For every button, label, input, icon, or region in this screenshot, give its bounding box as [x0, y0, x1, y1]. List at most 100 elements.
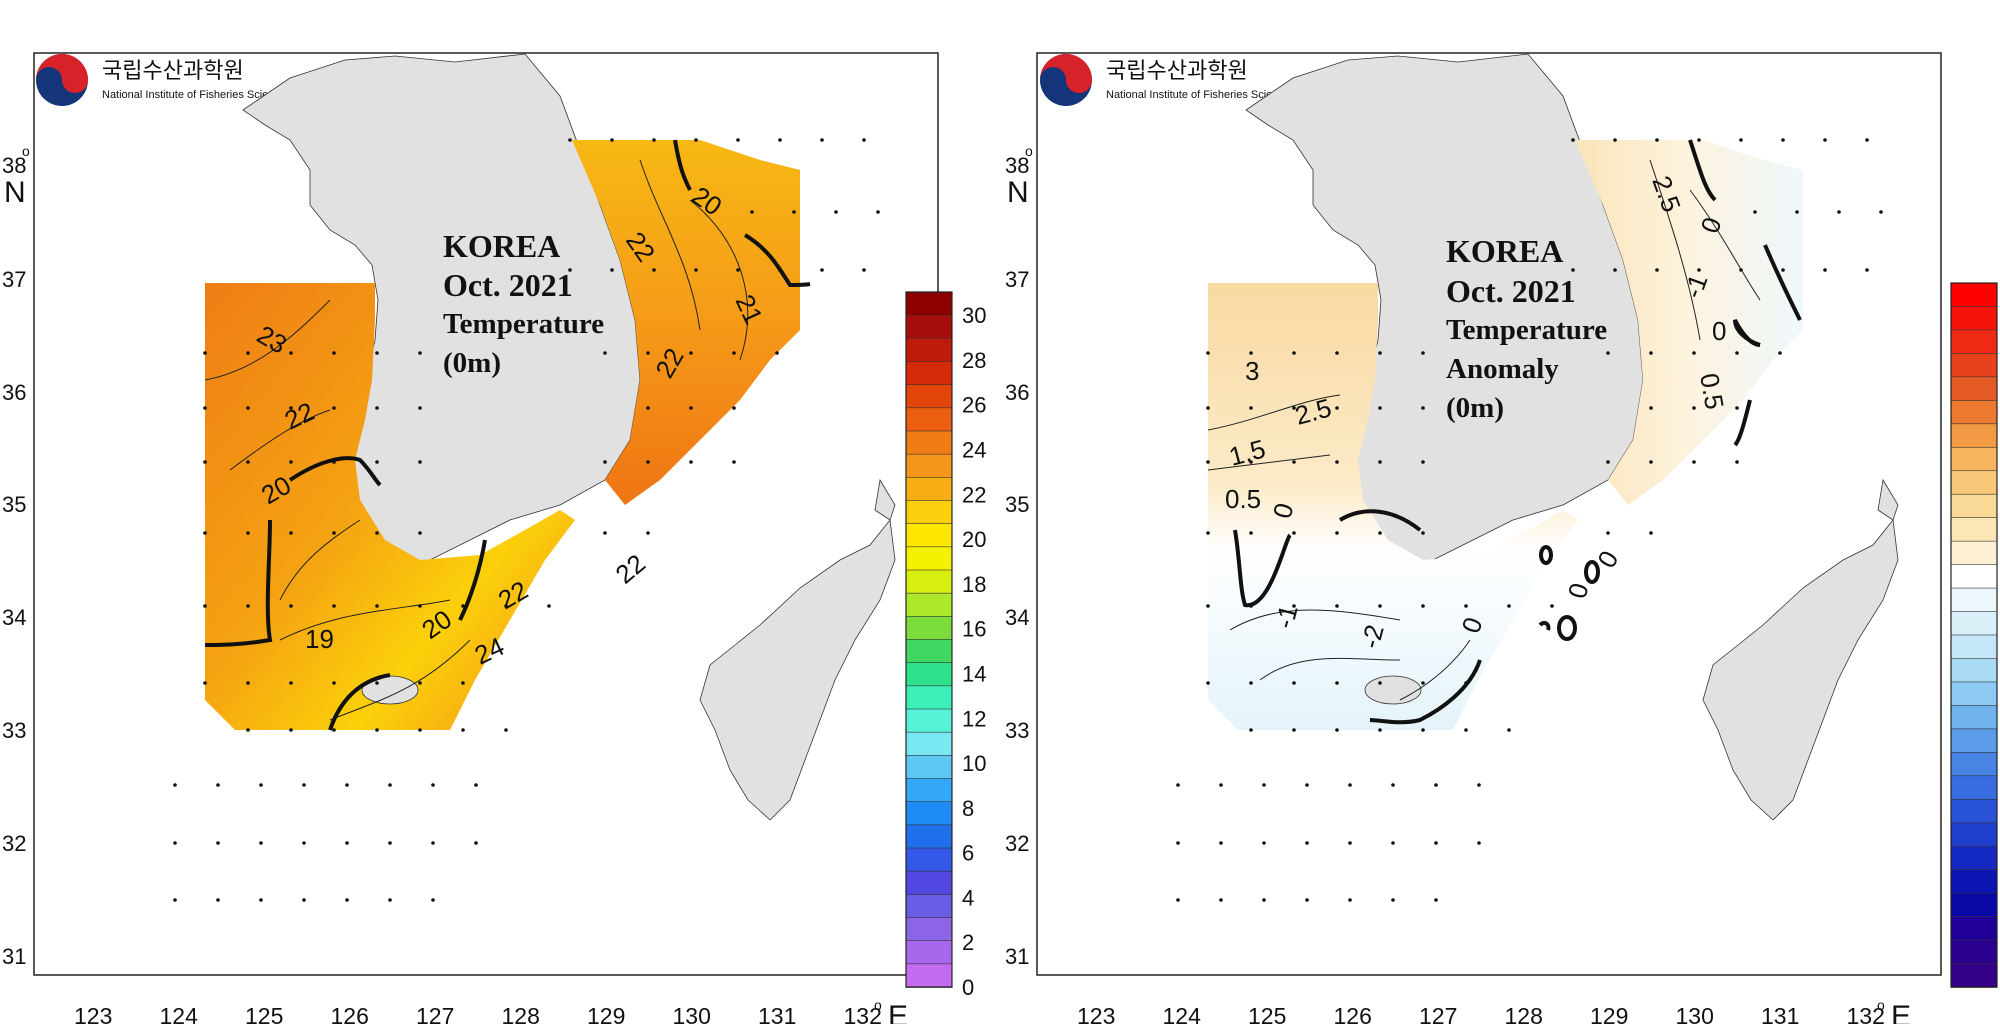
- contour-label: 0.5: [1225, 484, 1261, 514]
- station-dot: [1649, 460, 1653, 464]
- station-dot: [1249, 406, 1253, 410]
- station-dots: [173, 138, 880, 902]
- station-dot: [603, 531, 607, 535]
- station-dot: [1421, 531, 1425, 535]
- colorbar-swatch: [1950, 634, 1998, 660]
- longitude-tick-label: 132: [1847, 1003, 1885, 1024]
- longitude-tick-label: 123: [74, 1003, 112, 1024]
- colorbar-swatch: [1950, 752, 1998, 777]
- station-dot: [1550, 604, 1554, 608]
- station-dot: [1292, 681, 1296, 685]
- colorbar-swatch: [1950, 705, 1998, 730]
- station-dot: [1778, 351, 1782, 355]
- station-dot: [1219, 898, 1223, 902]
- colorbar-swatch: [1950, 376, 1998, 402]
- station-dot: [461, 681, 465, 685]
- latitude-tick-label: 35: [1005, 492, 1029, 517]
- institute-logo: 국립수산과학원 National Institute of Fisheries …: [36, 54, 286, 106]
- station-dot: [375, 460, 379, 464]
- station-dot: [1219, 783, 1223, 787]
- title-line: KOREA: [443, 228, 560, 264]
- station-dot: [1378, 728, 1382, 732]
- colorbar-tick-label: 24: [962, 438, 986, 463]
- colorbar-swatch: [1950, 564, 1998, 589]
- station-dot: [778, 268, 782, 272]
- latitude-tick-label: 34: [1005, 605, 1029, 630]
- colorbar-tick-label: 0: [962, 975, 974, 1000]
- colorbar-swatch: [905, 847, 953, 872]
- station-dot: [375, 728, 379, 732]
- colorbar-tick-label: 30: [962, 303, 986, 328]
- colorbar-tick-label: 10: [962, 751, 986, 776]
- contour-label: 3: [1245, 356, 1259, 386]
- colorbar-swatch: [1950, 939, 1998, 965]
- latitude-tick-label: 37: [1005, 267, 1029, 292]
- station-dot: [1378, 460, 1382, 464]
- station-dot: [775, 351, 779, 355]
- colorbar-swatch: [1950, 282, 1998, 308]
- colorbar-swatch: [905, 940, 953, 965]
- colorbar-tick-label: 22: [962, 482, 986, 507]
- colorbar-swatch: [1950, 517, 1998, 542]
- station-dot: [1649, 351, 1653, 355]
- station-dot: [1391, 898, 1395, 902]
- colorbar-swatch: [905, 384, 953, 409]
- latitude-tick-label: 36: [1005, 380, 1029, 405]
- contour-lines: [204, 159, 749, 721]
- station-dot: [603, 351, 607, 355]
- colorbar-swatch: [1950, 728, 1998, 754]
- station-dot: [259, 841, 263, 845]
- longitude-tick-label: 127: [416, 1003, 454, 1024]
- colorbar-tick-label: 20: [962, 527, 986, 552]
- station-dot: [778, 138, 782, 142]
- station-dot: [1292, 351, 1296, 355]
- station-dot: [1348, 898, 1352, 902]
- station-dot: [547, 604, 551, 608]
- title-line: Anomaly: [1446, 353, 1559, 385]
- latitude-tick-label: 34: [2, 605, 26, 630]
- station-dot: [1477, 841, 1481, 845]
- station-dot: [332, 604, 336, 608]
- colorbar-swatch: [1950, 540, 1998, 566]
- station-dot: [203, 604, 207, 608]
- station-dot: [1421, 406, 1425, 410]
- station-dot: [1735, 406, 1739, 410]
- station-dot: [1692, 406, 1696, 410]
- station-dot: [1305, 841, 1309, 845]
- station-dot: [1378, 604, 1382, 608]
- east-axis-label: E: [888, 1000, 908, 1024]
- latitude-tick-label: 31: [2, 944, 26, 969]
- colorbar-swatch: [905, 291, 953, 316]
- colorbar-swatch: [1950, 400, 1998, 425]
- contour-label: 0.5: [1694, 371, 1730, 412]
- station-dot: [1434, 898, 1438, 902]
- colorbar-swatch: [1950, 681, 1998, 707]
- colorbar-swatch: [1950, 611, 1998, 636]
- japan-island: [874, 478, 896, 521]
- station-dot: [418, 351, 422, 355]
- colorbar-swatch: [1950, 892, 1998, 918]
- station-dot: [1292, 604, 1296, 608]
- colorbar-tick-label: 14: [962, 661, 986, 686]
- station-dot: [246, 728, 250, 732]
- station-dot: [332, 460, 336, 464]
- station-dot: [375, 531, 379, 535]
- station-dot: [1507, 728, 1511, 732]
- title-line: (0m): [1446, 392, 1504, 424]
- station-dot: [568, 138, 572, 142]
- station-dot: [289, 351, 293, 355]
- station-dot: [1464, 681, 1468, 685]
- station-dot: [332, 728, 336, 732]
- title-line: (0m): [443, 347, 501, 379]
- station-dot: [652, 268, 656, 272]
- station-dot: [375, 406, 379, 410]
- station-dot: [1305, 783, 1309, 787]
- station-dot: [792, 210, 796, 214]
- station-dot: [418, 681, 422, 685]
- anomaly-field-west: [1208, 283, 1578, 730]
- station-dot: [1692, 351, 1696, 355]
- station-dot: [1206, 681, 1210, 685]
- station-dot: [1739, 138, 1743, 142]
- station-dot: [302, 898, 306, 902]
- station-dot: [1606, 351, 1610, 355]
